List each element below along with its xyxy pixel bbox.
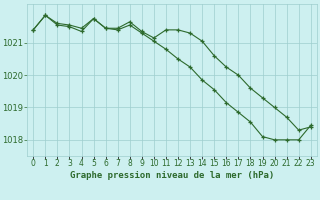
X-axis label: Graphe pression niveau de la mer (hPa): Graphe pression niveau de la mer (hPa)	[70, 171, 274, 180]
